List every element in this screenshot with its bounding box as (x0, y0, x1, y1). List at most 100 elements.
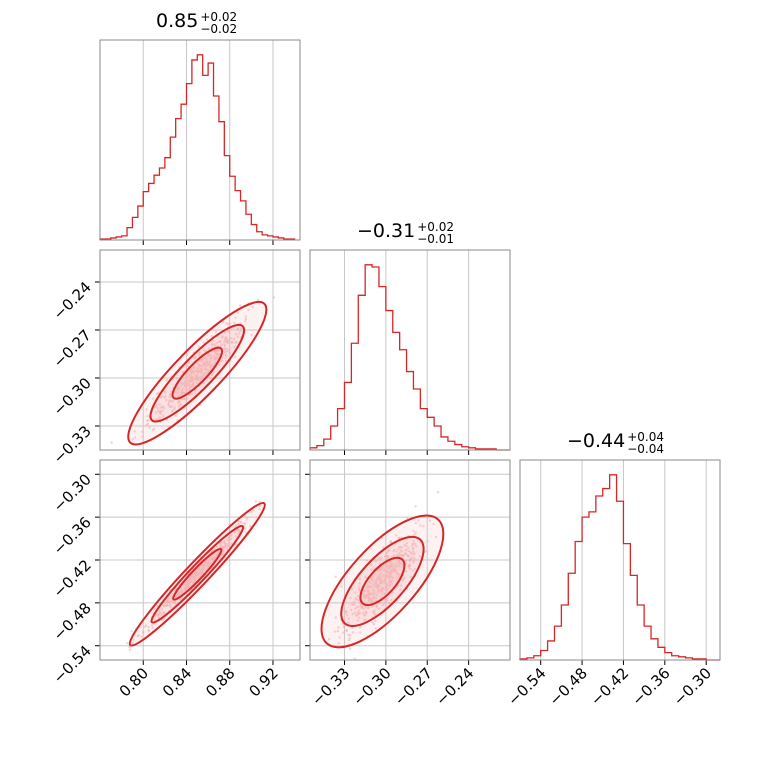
joint-3-1-point (191, 573, 194, 576)
joint-2-1-ytick-label-3: −0.33 (50, 422, 95, 467)
joint-2-1-point (204, 349, 208, 353)
joint-3-2-point (412, 560, 416, 563)
title-3-minus: −0.04 (627, 441, 665, 456)
joint-3-2-point (362, 607, 366, 611)
joint-2-1-point (205, 338, 209, 341)
joint-3-2-point (385, 551, 388, 555)
joint-3-2-point (334, 616, 337, 619)
joint-3-1-point (222, 546, 225, 549)
joint-3-2-point (386, 582, 390, 586)
joint-3-2-point (364, 606, 367, 609)
joint-2-1-point (183, 384, 186, 387)
joint-2-1-point (223, 343, 226, 347)
joint-3-2-point (367, 596, 371, 599)
joint-2-1-point (256, 298, 260, 301)
joint-2-1-point (190, 371, 194, 374)
joint-2-1-point (207, 370, 210, 373)
joint-3-2-point (337, 626, 340, 629)
joint-2-1-point (225, 322, 228, 325)
joint-3-2-point (393, 564, 396, 568)
joint-3-2-point (392, 550, 395, 553)
joint-3-1-point (187, 582, 190, 585)
joint-3-2-point (378, 601, 382, 605)
joint-3-2-point (380, 565, 383, 569)
joint-2-1-point (188, 388, 191, 392)
joint-3-2-point (358, 616, 361, 619)
joint-2-1-point (234, 316, 237, 319)
joint-3-2-point (398, 560, 401, 564)
joint-2-1-point (224, 356, 227, 359)
joint-3-2-point (398, 573, 402, 576)
joint-3-2-point (366, 584, 370, 588)
joint-2-1-point (239, 329, 242, 332)
joint-3-1-point (258, 500, 261, 504)
joint-3-2-point (407, 546, 410, 550)
joint-2-1-point (173, 406, 176, 409)
joint-3-2-point (415, 544, 418, 548)
joint-2-1-point (204, 361, 207, 365)
joint-2-1-point (197, 354, 201, 357)
joint-3-1-point (201, 567, 204, 570)
joint-3-1-point (153, 607, 156, 610)
joint-3-1-point (163, 604, 166, 607)
joint-2-1-point (200, 359, 204, 362)
joint-2-1-point (187, 361, 191, 364)
joint-2-1-point (234, 356, 237, 359)
joint-3-2-point (351, 631, 354, 634)
joint-3-2-point (389, 563, 392, 566)
title-3-value: −0.44 (567, 430, 626, 452)
joint-3-1-point (187, 584, 191, 587)
joint-2-1-point (210, 356, 213, 359)
joint-3-1-point (207, 559, 210, 562)
joint-3-1-point (226, 545, 229, 548)
joint-3-1-point (227, 537, 231, 540)
joint-3-1-xtick-label-2: 0.88 (202, 664, 238, 700)
joint-3-1-point (126, 642, 129, 645)
joint-2-1-point (203, 372, 206, 375)
joint-3-1-point (132, 638, 135, 642)
joint-2-1-point (197, 345, 200, 348)
joint-2-1-point (225, 347, 228, 350)
joint-3-2-point (374, 560, 378, 563)
joint-2-1-point (175, 387, 178, 390)
joint-2-1-point (171, 400, 174, 403)
joint-3-2-point (358, 582, 361, 585)
title-1-value: 0.85 (156, 10, 199, 32)
joint-3-2-point (405, 542, 409, 545)
joint-3-1-ytick-label-0: −0.30 (50, 470, 95, 515)
joint-2-1-point (181, 391, 184, 394)
joint-2-1-point (167, 403, 170, 407)
joint-2-1-point (183, 379, 187, 382)
joint-3-2-point (374, 582, 378, 585)
joint-2-1-point (208, 365, 212, 368)
joint-2-1-point (191, 368, 194, 371)
joint-2-1-point (198, 363, 201, 367)
joint-2-1-point (207, 347, 211, 350)
joint-2-1-point (161, 409, 164, 412)
marginal-1-panel (99, 39, 301, 245)
joint-3-1-panel (95, 459, 301, 665)
joint-3-1-point (167, 598, 170, 601)
joint-2-1-point (196, 367, 199, 370)
joint-3-1-point (165, 600, 169, 603)
joint-3-1-point (209, 562, 212, 565)
joint-3-2-point (404, 570, 408, 573)
joint-3-1-point (140, 635, 143, 638)
joint-3-1-point (137, 634, 140, 637)
joint-3-1-point (170, 606, 173, 609)
joint-2-1-point (219, 344, 223, 347)
joint-3-1-point (230, 534, 233, 537)
joint-3-1-point (230, 537, 233, 540)
joint-2-1-point (164, 395, 167, 398)
joint-3-2-point (381, 588, 384, 591)
joint-3-1-point (173, 596, 177, 600)
joint-3-2-point (395, 550, 398, 553)
joint-3-2-point (386, 555, 390, 559)
joint-3-2-point (393, 567, 396, 571)
joint-3-2-point (372, 583, 375, 586)
joint-3-2-point (353, 657, 356, 660)
joint-3-2-point (399, 549, 402, 552)
joint-2-1-point (180, 389, 183, 392)
joint-2-1-point (182, 397, 186, 401)
joint-3-1-point (215, 545, 219, 548)
